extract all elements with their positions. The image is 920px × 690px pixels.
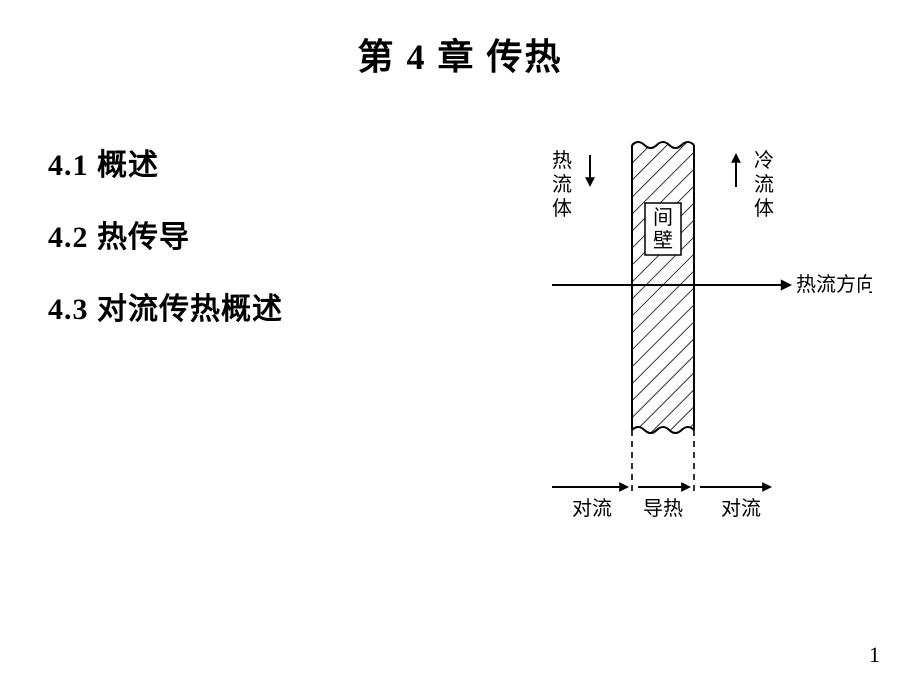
svg-text:间: 间	[653, 206, 673, 229]
svg-text:体: 体	[552, 197, 572, 220]
heat-transfer-diagram: 间壁热流体冷流体热流方向对流导热对流	[432, 125, 872, 525]
section-list: 4.1 概述 4.2 热传导 4.3 对流传热概述	[48, 140, 283, 356]
svg-text:对流: 对流	[721, 497, 761, 520]
svg-text:热: 热	[552, 149, 572, 172]
section-item: 4.2 热传导	[48, 212, 283, 256]
svg-text:流: 流	[754, 173, 774, 196]
page-number: 1	[869, 642, 880, 668]
svg-text:导热: 导热	[643, 497, 683, 520]
section-item: 4.1 概述	[48, 140, 283, 184]
svg-text:热流方向: 热流方向	[796, 273, 872, 296]
svg-text:对流: 对流	[572, 497, 612, 520]
section-item: 4.3 对流传热概述	[48, 284, 283, 328]
svg-text:体: 体	[754, 197, 774, 220]
svg-text:冷: 冷	[754, 149, 774, 172]
page-title: 第 4 章 传热	[0, 0, 920, 80]
svg-text:壁: 壁	[653, 229, 673, 252]
svg-text:流: 流	[552, 173, 572, 196]
